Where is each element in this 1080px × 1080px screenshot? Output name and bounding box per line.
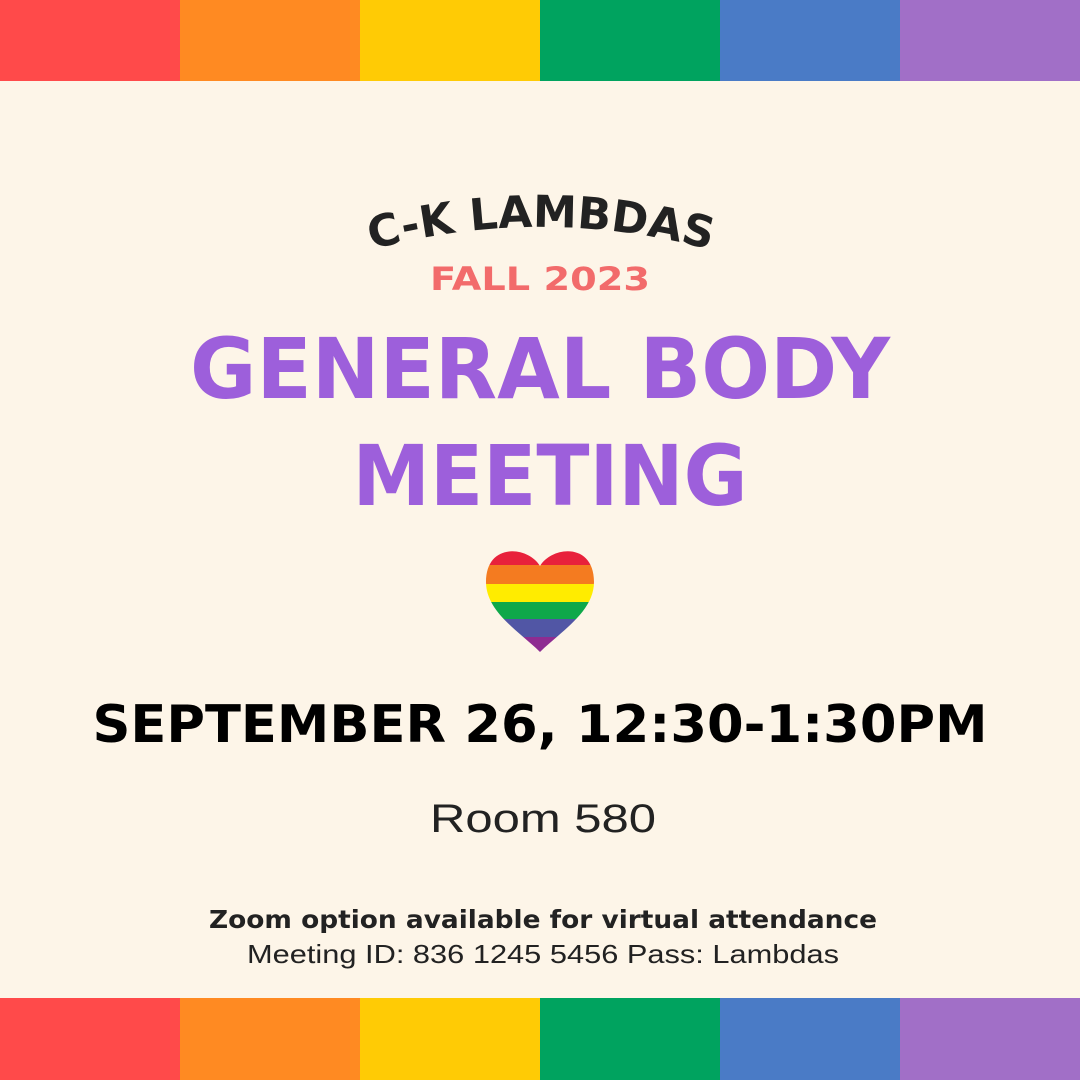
virtual-note: Zoom option available for virtual attend… (209, 905, 877, 934)
rainbow-stripe (900, 998, 1080, 1080)
semester: FALL 2023 (430, 260, 650, 298)
title-line-1: GENERAL BODY (190, 320, 891, 418)
rainbow-stripe (0, 0, 181, 81)
rainbow-stripe (720, 998, 901, 1080)
rainbow-stripe (360, 998, 541, 1080)
title-line-2: MEETING (353, 427, 748, 525)
rainbow-stripe (720, 0, 901, 81)
rainbow-stripe (540, 0, 721, 81)
rainbow-stripe (900, 0, 1080, 81)
rainbow-stripe (540, 998, 721, 1080)
event-datetime: SEPTEMBER 26, 12:30-1:30PM (93, 695, 988, 755)
top-rainbow-stripes (0, 0, 1080, 81)
bottom-rainbow-stripes (0, 998, 1080, 1080)
event-location: Room 580 (430, 797, 656, 841)
rainbow-stripe (180, 0, 361, 81)
rainbow-stripe (180, 998, 361, 1080)
rainbow-stripe (360, 0, 541, 81)
zoom-meeting-details: Meeting ID: 836 1245 5456 Pass: Lambdas (247, 939, 839, 969)
rainbow-stripe (0, 998, 181, 1080)
